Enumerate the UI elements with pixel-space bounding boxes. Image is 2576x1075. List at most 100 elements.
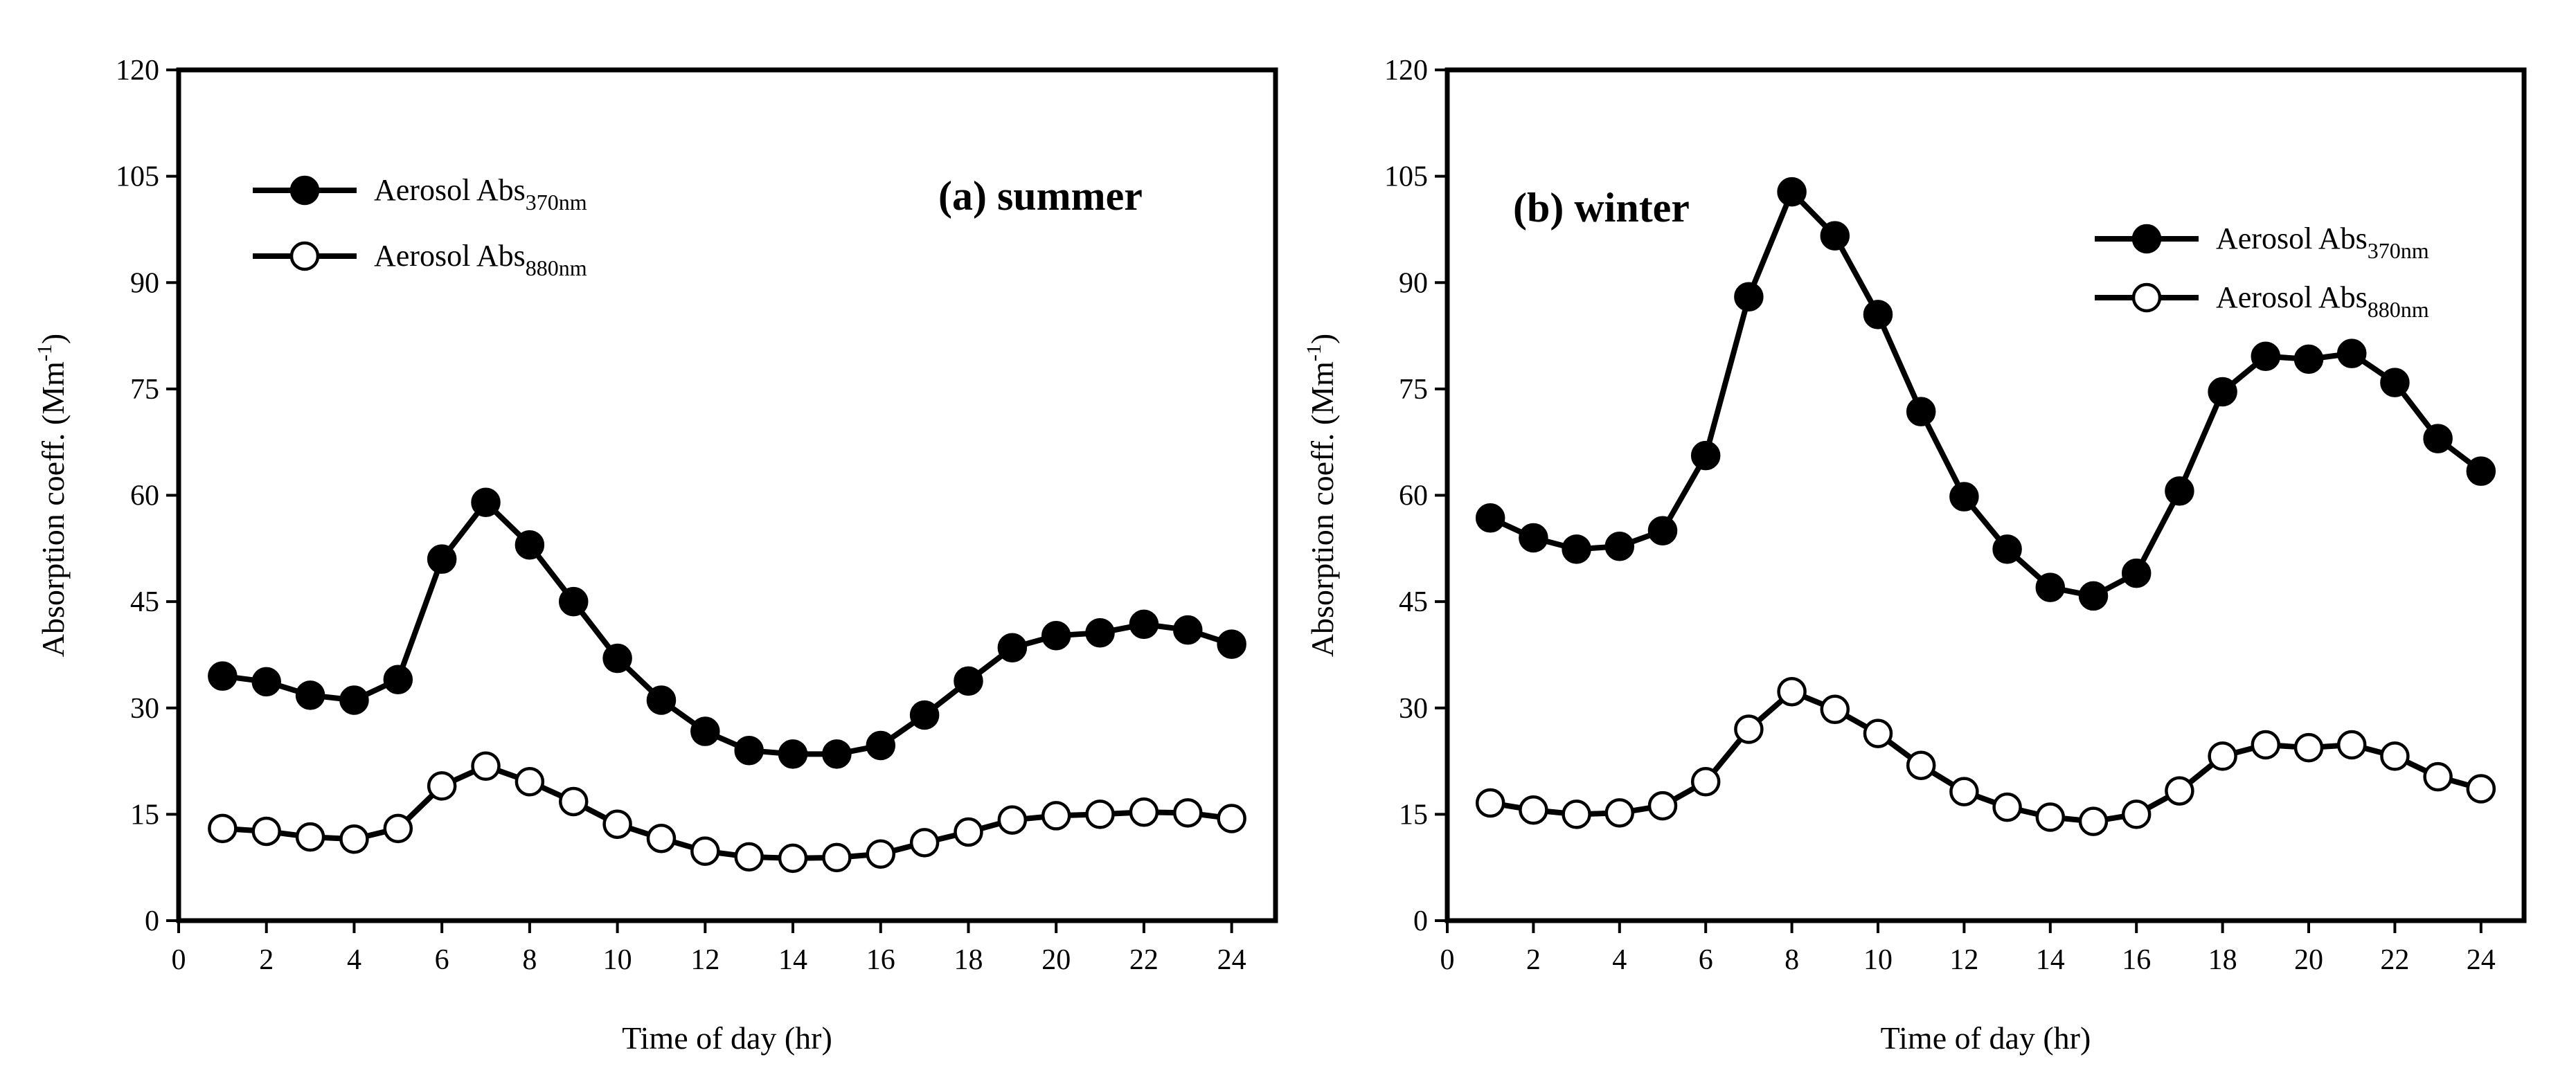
data-point-370nm <box>1604 531 1635 561</box>
data-point-880nm <box>208 813 238 844</box>
x-tick-label: 24 <box>1217 944 1246 976</box>
legend-marker <box>2131 224 2162 254</box>
series-line-370nm <box>222 499 1233 757</box>
data-point-370nm <box>2035 572 2066 602</box>
data-point-370nm <box>734 735 764 766</box>
data-point-370nm <box>2380 368 2410 397</box>
data-point-880nm <box>1777 676 1807 707</box>
data-point-370nm <box>1129 609 1159 640</box>
data-point-880nm <box>1562 800 1591 829</box>
x-tick-label: 6 <box>435 944 449 976</box>
panel-label: (b) winter <box>1513 185 1690 231</box>
data-point-880nm <box>778 843 808 874</box>
x-tick-label: 12 <box>690 944 719 976</box>
x-tick-label: 0 <box>172 944 186 976</box>
data-point-880nm <box>690 836 720 866</box>
data-point-370nm <box>1820 221 1850 251</box>
y-tick-label: 30 <box>1399 693 1428 725</box>
data-point-880nm <box>2336 730 2367 760</box>
data-point-370nm <box>1992 534 2022 564</box>
data-point-370nm <box>515 530 545 560</box>
data-point-880nm <box>1949 777 1979 806</box>
x-axis-title: Time of day (hr) <box>622 1020 832 1056</box>
data-point-880nm <box>1085 800 1115 829</box>
data-point-370nm <box>2078 581 2109 611</box>
legend-marker <box>289 175 320 206</box>
data-point-880nm <box>2251 730 2281 760</box>
legend-label: Aerosol Abs880nm <box>2216 280 2429 322</box>
data-point-370nm <box>558 586 589 617</box>
data-point-370nm <box>339 685 369 715</box>
legend-label-name: Aerosol Abs <box>2216 222 2368 255</box>
y-axis-title: Absorption coeff. (Mm-1) <box>33 334 71 657</box>
y-tick-label: 60 <box>130 480 159 512</box>
data-point-370nm <box>2165 476 2194 506</box>
x-tick-label: 8 <box>522 944 537 976</box>
data-point-370nm <box>295 680 325 710</box>
data-point-880nm <box>1820 694 1850 725</box>
legend-label-subscript: 370nm <box>526 190 587 215</box>
x-tick-label: 8 <box>1785 944 1799 976</box>
y-tick-label: 120 <box>116 55 159 87</box>
data-point-880nm <box>1690 767 1721 797</box>
data-point-370nm <box>1647 516 1678 545</box>
data-point-880nm <box>734 842 764 872</box>
y-axis-title-superscript: -1 <box>1303 344 1325 361</box>
x-tick-label: 24 <box>2467 944 2496 976</box>
legend-label-name: Aerosol Abs <box>2216 280 2368 314</box>
y-tick-label: 105 <box>116 161 159 193</box>
data-point-880nm <box>2121 800 2152 829</box>
data-point-880nm <box>1129 797 1159 827</box>
data-point-880nm <box>2380 741 2410 771</box>
data-point-370nm <box>2423 424 2453 453</box>
data-point-880nm <box>602 809 632 839</box>
panel-label: (a) summer <box>938 173 1143 219</box>
data-point-370nm <box>822 739 852 769</box>
data-point-880nm <box>866 839 896 869</box>
data-point-370nm <box>1734 282 1764 311</box>
data-point-880nm <box>1173 798 1203 828</box>
series-line-880nm <box>222 763 1233 861</box>
data-point-880nm <box>1906 750 1936 780</box>
data-point-370nm <box>1475 503 1505 533</box>
data-point-370nm <box>778 739 808 769</box>
x-tick-label: 14 <box>778 944 807 976</box>
x-tick-label: 10 <box>603 944 632 976</box>
data-point-880nm <box>558 786 589 817</box>
data-point-370nm <box>602 643 632 674</box>
data-point-370nm <box>208 661 238 691</box>
x-tick-label: 4 <box>1612 944 1627 976</box>
data-point-370nm <box>2121 558 2152 588</box>
y-tick-label: 60 <box>1399 480 1428 512</box>
legend-label-name: Aerosol Abs <box>374 173 526 207</box>
data-point-370nm <box>954 666 983 696</box>
data-point-880nm <box>1734 714 1764 744</box>
y-axis-title-close: ) <box>1305 334 1340 344</box>
data-point-370nm <box>1863 300 1893 329</box>
data-point-880nm <box>954 817 983 847</box>
data-point-880nm <box>1647 791 1678 821</box>
y-tick-label: 120 <box>1384 55 1428 87</box>
data-point-880nm <box>251 816 281 847</box>
x-tick-label: 22 <box>2380 944 2409 976</box>
x-tick-label: 18 <box>954 944 983 976</box>
data-point-370nm <box>1777 177 1807 207</box>
data-point-370nm <box>2466 456 2496 486</box>
y-tick-label: 105 <box>1384 161 1428 193</box>
y-axis-title-main: Absorption coeff. (Mm <box>35 361 71 657</box>
x-tick-label: 6 <box>1699 944 1713 976</box>
data-point-370nm <box>1906 397 1936 426</box>
y-tick-label: 0 <box>145 905 159 937</box>
x-tick-label: 18 <box>2208 944 2237 976</box>
series-line-880nm <box>1490 689 2482 824</box>
data-point-880nm <box>1041 801 1071 831</box>
data-point-880nm <box>1519 795 1548 825</box>
y-axis-title-main: Absorption coeff. (Mm <box>1305 361 1340 657</box>
data-point-880nm <box>1863 719 1893 748</box>
x-tick-label: 10 <box>1863 944 1893 976</box>
y-tick-label: 30 <box>130 693 159 725</box>
data-point-880nm <box>1992 792 2022 822</box>
data-point-370nm <box>909 700 940 730</box>
